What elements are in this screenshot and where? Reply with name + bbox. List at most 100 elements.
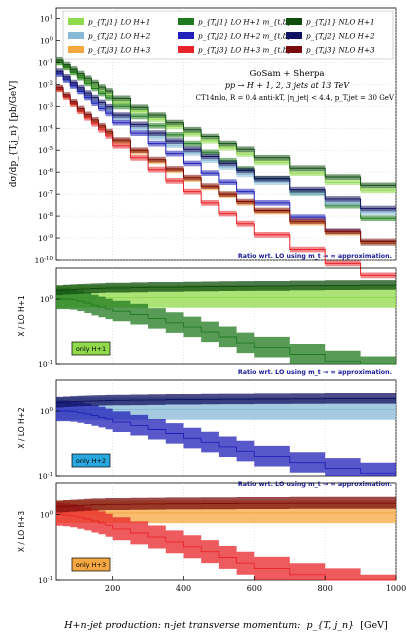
ratio-tag-label-3: only H+3 (76, 561, 106, 569)
main-ytick-label-11: 10-10 (35, 256, 54, 265)
ratio-line-1-2 (56, 284, 396, 291)
main-ytick-label-2: 10-1 (38, 58, 53, 67)
ratio-band-3-1 (56, 502, 396, 580)
x-axis-ticks: 200 400 600 800 1000 (105, 576, 406, 593)
legend-label-4: p_{T,j2} LO H+2 m_{t,b} (198, 32, 292, 41)
legend-swatch-6 (68, 46, 84, 53)
annotation-line2: pp → H + 1, 2, 3 jets at 13 TeV (225, 81, 351, 90)
ratio-panel-1: 100 10-1 X / LO H+1 only H+1 Ratio wrt. LO u… (17, 267, 397, 376)
legend-swatch-3 (68, 32, 84, 39)
ratio-ylabel-2: X / LO H+2 (17, 407, 26, 449)
ratio-line-2-2 (56, 398, 396, 403)
legend-swatch-0 (68, 18, 84, 25)
ratio-note-1: Ratio wrt. LO using m_t → ∞ approximatio… (238, 369, 392, 376)
x-axis-label-text: H+n-jet production: n-jet transverse mom… (63, 620, 300, 631)
ratio-ytick-exponent-2-0: 0 (50, 407, 54, 413)
main-ytick-label-0: 101 (40, 14, 53, 23)
main-ytick-exponent-4: -3 (48, 102, 54, 108)
main-ytick-label-10: 10-9 (38, 234, 53, 243)
ratio-tag-box-2 (71, 453, 111, 468)
main-ytick-label-6: 10-5 (38, 146, 53, 155)
legend-label-0: p_{T,j1} LO H+1 (88, 18, 150, 27)
legend-swatch-4 (178, 32, 194, 39)
main-ytick-exponent-11: -10 (44, 256, 53, 262)
ratio-panels: 100 10-1 X / LO H+1 only H+1 Ratio wrt. LO u… (17, 267, 397, 585)
x-tick-label-0: 200 (105, 584, 120, 593)
legend-items: p_{T,j1} LO H+1 p_{T,j1} LO H+1 m_{t,b} p_… (68, 18, 375, 55)
main-ytick-exponent-0: 1 (50, 14, 54, 20)
main-ytick-exponent-2: -1 (48, 58, 53, 64)
main-ytick-exponent-9: -8 (48, 212, 54, 218)
ratio-tag-box-1 (71, 341, 111, 356)
legend-label-5: p_{T,j2} NLO H+2 (306, 32, 375, 41)
main-ratio-note: Ratio wrt. LO using m_t → ∞ approximatio… (238, 253, 392, 260)
ratio-panel-3: 100 10-1 X / LO H+3 only H+3 (17, 482, 397, 585)
main-ytick-exponent-8: -7 (48, 190, 54, 196)
main-ylabel: dσ/dp_{T,j_n} [pb/GeV] (9, 81, 19, 188)
legend-box (62, 10, 394, 60)
annotation-line3: CT14nlo, R = 0.4 anti-kT, |η_jet| < 4.4,… (196, 94, 395, 102)
ratio-panel-2: 100 10-1 X / LO H+2 only H+2 Ratio wrt. LO u… (17, 379, 397, 488)
legend-swatch-2 (286, 18, 302, 25)
ratio-ytick-exponent-1-1: -1 (48, 360, 53, 366)
ratio-ytick-exponent-3-0: 0 (50, 510, 54, 516)
x-tick-label-4: 1000 (386, 584, 406, 593)
ratio-tag-label-1: only H+1 (76, 345, 106, 353)
ratio-ytick-label-2-1: 10-1 (38, 472, 53, 481)
main-panel: 101 100 10-1 10-2 10-3 10-4 10-5 10-6 1 0 -7 10-8 10… (9, 7, 397, 279)
main-line-4 (56, 73, 396, 244)
legend-label-6: p_{T,j3} LO H+3 (88, 46, 151, 55)
ratio-ytick-label-3-0: 100 (40, 510, 54, 519)
ratio-ytick-label-3-1: 10-1 (38, 576, 53, 585)
main-band-0 (56, 59, 396, 194)
legend-swatch-8 (286, 46, 302, 53)
ratio-ytick-exponent-3-1: -1 (48, 576, 53, 582)
ratio-band-1-1 (56, 288, 396, 364)
main-ytick-exponent-10: -9 (48, 234, 54, 240)
ratio-line-1-1 (56, 298, 396, 365)
ratio-ytick-label-1-0: 100 (40, 295, 54, 304)
ratio-tag-box-3 (71, 557, 111, 572)
x-tick-label-1: 400 (176, 584, 191, 593)
main-ytick-label-1: 100 (40, 36, 54, 45)
ratio-line-3-1 (56, 513, 396, 581)
x-axis-label-symbol: p_{T, j_n} (306, 620, 354, 631)
main-ytick-exponent-6: -5 (48, 146, 54, 152)
ratio-line-2-1 (56, 410, 396, 474)
main-ytick-exponent-1: 0 (50, 36, 54, 42)
main-line-2 (56, 59, 396, 186)
main-series (56, 57, 396, 279)
legend-label-1: p_{T,j1} LO H+1 m_{t,b} (198, 18, 292, 27)
x-axis-label: H+n-jet production: n-jet transverse mom… (63, 620, 387, 631)
main-ytick-label-7: 10-6 (38, 168, 53, 177)
legend-swatch-5 (286, 32, 302, 39)
main-ytick-exponent-7: -6 (48, 168, 54, 174)
ratio-tag-label-2: only H+2 (76, 457, 106, 465)
legend-label-7: p_{T,j3} LO H+3 m_{t,b} (198, 46, 292, 55)
annotation-line1: GoSam + Sherpa (249, 69, 324, 79)
legend-swatch-7 (178, 46, 194, 53)
main-y-ticks: 101 100 10-1 10-2 10-3 10-4 10-5 10-6 1 0 -7 10-8 10… (35, 14, 60, 265)
legend-label-8: p_{T,j3} NLO H+3 (306, 46, 375, 55)
legend-swatch-1 (178, 18, 194, 25)
legend-label-3: p_{T,j2} LO H+2 (88, 32, 151, 41)
ratio-band-2-2 (56, 393, 396, 408)
ratio-ytick-exponent-1-0: 0 (50, 295, 54, 301)
ratio-note-2: Ratio wrt. LO using m_t → ∞ approximatio… (238, 481, 392, 488)
ratio-ytick-label-1-1: 10-1 (38, 360, 53, 369)
x-tick-label-2: 600 (247, 584, 262, 593)
main-ytick-exponent-5: -4 (48, 124, 54, 130)
legend: p_{T,j1} LO H+1 p_{T,j1} LO H+1 m_{t,b} p_… (62, 10, 394, 60)
ratio-ylabel-1: X / LO H+1 (17, 295, 26, 337)
main-ytick-label-3: 10-2 (38, 80, 53, 89)
x-axis-label-unit: [GeV] (360, 620, 387, 631)
main-ytick-label-4: 10-3 (38, 102, 53, 111)
legend-label-2: p_{T,j1} NLO H+1 (306, 18, 375, 27)
main-ytick-label-5: 10-4 (38, 124, 53, 133)
ratio-line-3-2 (56, 502, 396, 508)
main-ytick-exponent-3: -2 (48, 80, 53, 86)
ratio-band-3-2 (56, 496, 396, 513)
main-line-5 (56, 70, 396, 210)
main-ytick-label-9: 10-8 (38, 212, 53, 221)
